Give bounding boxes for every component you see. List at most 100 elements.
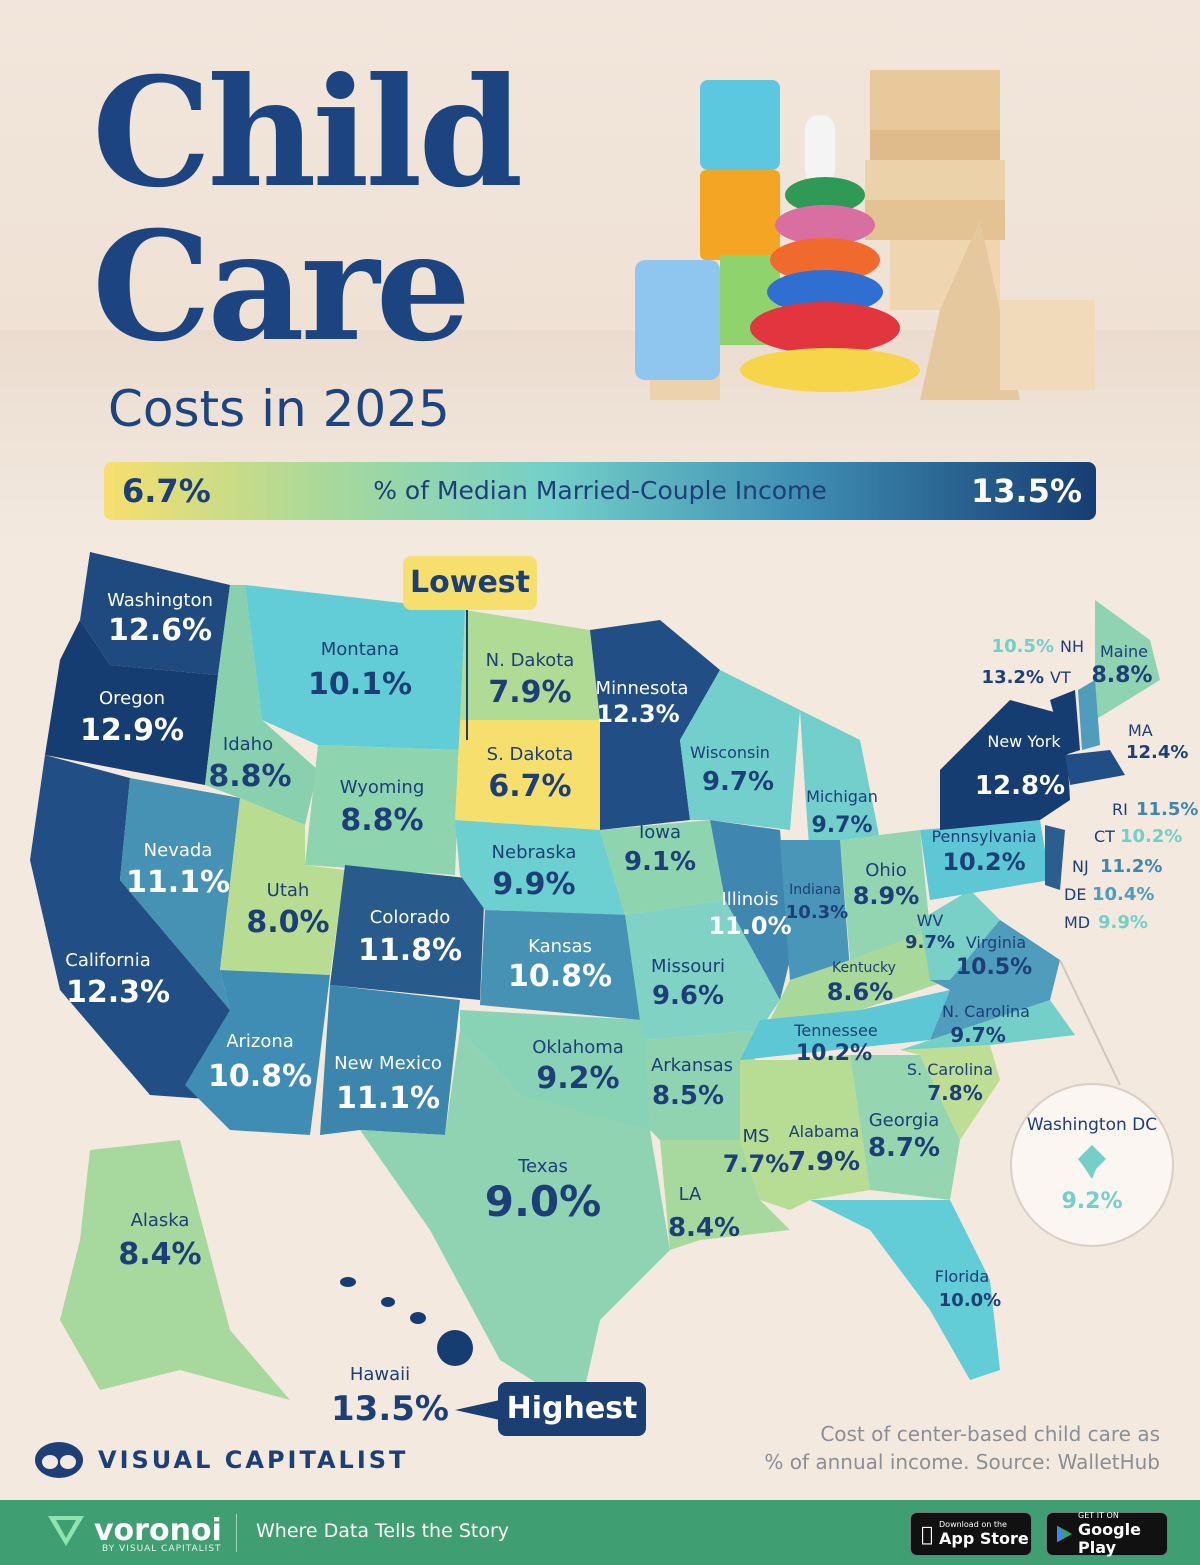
label-rhodeisland-value: 11.5% — [1136, 799, 1198, 820]
state-shape-nebraska — [455, 820, 625, 915]
vc-logo-icon — [35, 1442, 83, 1478]
label-newyork-value: 12.8% — [975, 771, 1065, 801]
label-westvirginia-value: 9.7% — [905, 932, 955, 953]
label-oklahoma-value: 9.2% — [536, 1061, 619, 1096]
state-shape-oklahoma — [460, 1010, 650, 1130]
label-mississippi-value: 7.7% — [723, 1150, 790, 1178]
state-shape-westvirginia — [920, 890, 1000, 980]
label-missouri-value: 9.6% — [652, 981, 724, 1011]
source-line-2: % of annual income. Source: WalletHub — [764, 1450, 1160, 1474]
label-alabama-value: 7.9% — [788, 1147, 860, 1177]
visual-capitalist-logo: VISUAL CAPITALIST — [34, 1440, 408, 1480]
label-maine-name: Maine — [1100, 642, 1148, 661]
label-maine-value: 8.8% — [1091, 663, 1152, 688]
label-arizona-name: Arizona — [226, 1031, 294, 1052]
label-missouri-name: Missouri — [651, 956, 725, 977]
state-shape-tennessee — [740, 990, 950, 1060]
label-newhampshire-value: 10.5% — [992, 636, 1054, 657]
lowest-callout: Lowest — [403, 556, 537, 610]
label-michigan-name: Michigan — [806, 787, 878, 806]
label-rhodeisland-name: RI — [1112, 800, 1128, 819]
label-georgia-value: 8.7% — [868, 1133, 940, 1163]
label-idaho-value: 8.8% — [208, 759, 291, 794]
state-shape-massachusetts — [1065, 750, 1125, 785]
voronoi-brand[interactable]: voronoi BY VISUAL CAPITALIST — [46, 1510, 222, 1554]
state-shape-washington — [80, 552, 230, 675]
label-oregon-name: Oregon — [99, 688, 165, 709]
state-shape-scarolina — [900, 1045, 1000, 1140]
label-kansas-name: Kansas — [528, 936, 592, 957]
label-tennessee-value: 10.2% — [796, 1041, 872, 1066]
state-shape-arizona — [185, 970, 330, 1135]
label-illinois-value: 11.0% — [708, 912, 791, 940]
label-wyoming-name: Wyoming — [340, 777, 425, 798]
state-shape-alabama — [790, 1055, 870, 1210]
label-newyork-name: New York — [987, 732, 1061, 751]
label-ncarolina-name: N. Carolina — [942, 1002, 1030, 1021]
label-nevada-value: 11.1% — [126, 865, 230, 900]
source-note: Cost of center-based child care as % of … — [640, 1420, 1160, 1476]
legend-min-value: 6.7% — [122, 472, 211, 510]
label-alaska-value: 8.4% — [118, 1237, 201, 1272]
label-minnesota-name: Minnesota — [596, 678, 689, 699]
label-oregon-value: 12.9% — [80, 713, 184, 748]
label-utah-value: 8.0% — [246, 905, 329, 940]
state-shape-nevada — [120, 778, 240, 1010]
label-colorado-name: Colorado — [370, 907, 450, 928]
source-line-1: Cost of center-based child care as — [820, 1422, 1160, 1446]
label-sdakota-name: S. Dakota — [487, 744, 574, 765]
state-shape-kansas — [480, 910, 640, 1020]
label-wisconsin-name: Wisconsin — [690, 743, 770, 762]
ring-stacker-icon — [740, 115, 920, 392]
label-idaho-name: Idaho — [223, 734, 273, 755]
label-pennsylvania-name: Pennsylvania — [931, 827, 1036, 846]
label-ohio-name: Ohio — [865, 860, 907, 881]
state-shape-michigan — [800, 710, 880, 860]
state-shape-mississippi — [740, 1060, 790, 1210]
state-shape-texas — [360, 1030, 670, 1410]
state-shape-newyork — [940, 700, 1070, 830]
label-alabama-name: Alabama — [789, 1122, 860, 1141]
apple-icon:  — [921, 1522, 933, 1546]
app-store-badge[interactable]:  Download on the App Store — [910, 1512, 1032, 1556]
label-florida-value: 10.0% — [939, 1290, 1001, 1311]
label-tennessee-name: Tennessee — [793, 1021, 877, 1040]
footer-tagline: Where Data Tells the Story — [256, 1520, 510, 1542]
label-illinois-name: Illinois — [721, 889, 778, 910]
state-shape-ndakota — [460, 610, 600, 720]
label-newmexico-name: New Mexico — [334, 1053, 442, 1074]
google-play-small: GET IT ON — [1078, 1511, 1119, 1520]
label-kansas-value: 10.8% — [508, 959, 612, 994]
dc-value: 9.2% — [1061, 1189, 1123, 1214]
label-louisiana-value: 8.4% — [668, 1213, 740, 1243]
google-play-icon — [1057, 1525, 1073, 1543]
state-shape-newjersey — [1045, 825, 1065, 890]
state-shape-georgia — [850, 1055, 960, 1200]
label-washington-name: Washington — [107, 590, 213, 611]
label-newjersey-value: 11.2% — [1100, 856, 1162, 877]
legend-title: % of Median Married-Couple Income — [373, 476, 827, 505]
label-newhampshire-name: NH — [1060, 637, 1084, 656]
label-virginia-value: 10.5% — [956, 955, 1032, 980]
title-line-2: Care — [92, 199, 471, 375]
app-store-big: App Store — [927, 1529, 1029, 1548]
label-ohio-value: 8.9% — [853, 882, 920, 910]
label-texas-value: 9.0% — [485, 1177, 601, 1226]
label-scarolina-value: 7.8% — [927, 1081, 982, 1105]
google-play-badge[interactable]: GET IT ON Google Play — [1046, 1511, 1168, 1557]
label-michigan-value: 9.7% — [811, 813, 872, 838]
state-shape-iowa — [600, 820, 725, 915]
voronoi-wordmark: voronoi — [94, 1512, 222, 1548]
state-shape-maine — [1095, 600, 1160, 720]
label-massachusetts-value: 12.4% — [1126, 742, 1188, 763]
state-shape-missouri — [625, 900, 780, 1040]
state-shape-colorado — [330, 865, 485, 1000]
state-shape-sdakota — [455, 720, 600, 830]
label-ncarolina-value: 9.7% — [950, 1023, 1005, 1047]
state-shape-ohio — [840, 830, 930, 960]
label-texas-name: Texas — [517, 1156, 568, 1177]
title-line-1: Child — [92, 45, 523, 221]
label-california-name: California — [65, 950, 150, 971]
state-shape-newmexico — [320, 985, 460, 1135]
label-california-value: 12.3% — [66, 975, 170, 1010]
